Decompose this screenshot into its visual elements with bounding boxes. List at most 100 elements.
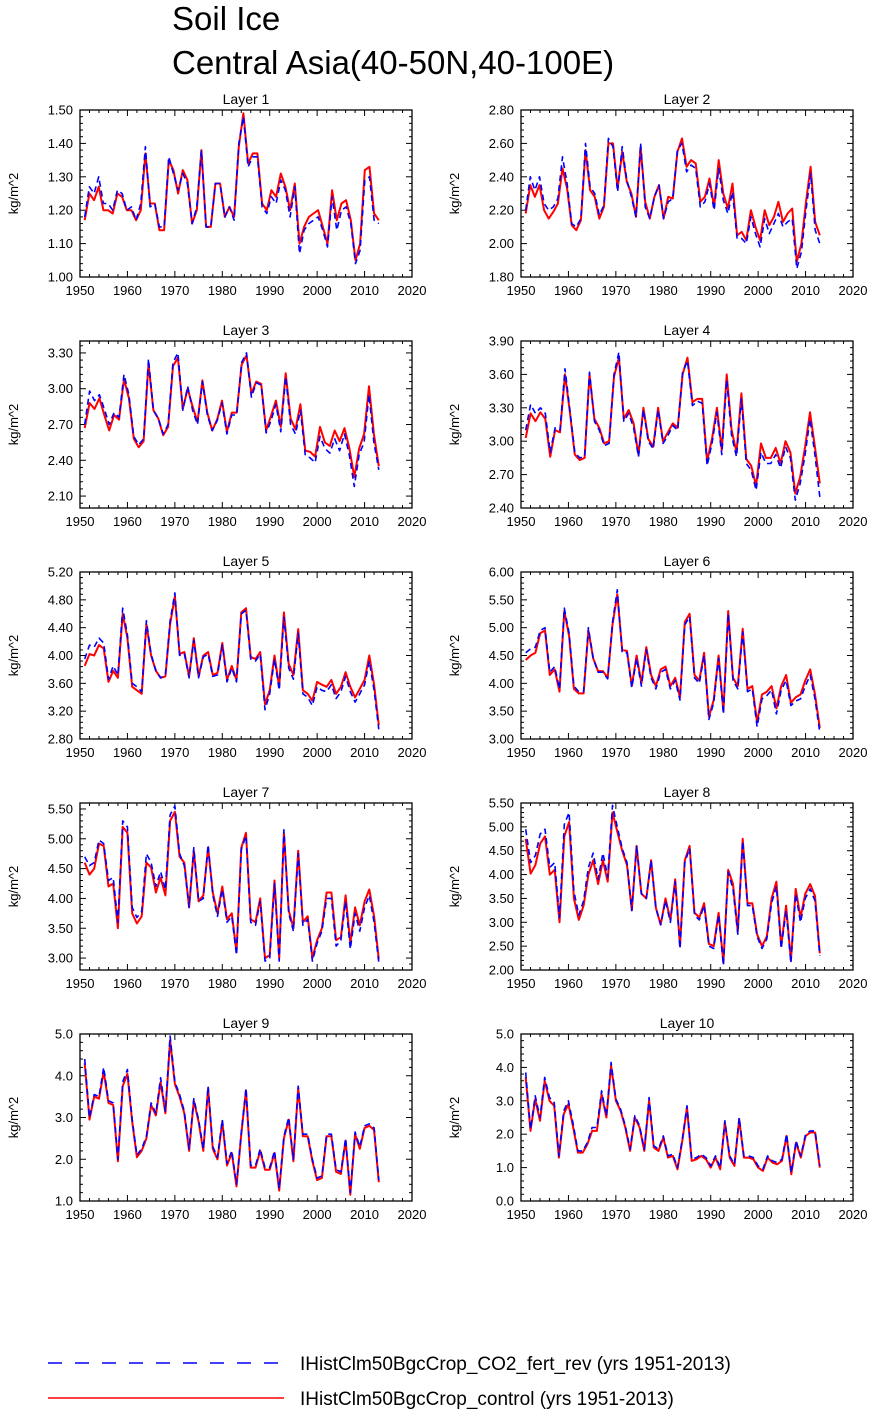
x-tick-label: 1970	[160, 745, 189, 760]
x-tick-label: 1990	[255, 1207, 284, 1222]
x-tick-label: 2000	[744, 745, 773, 760]
x-tick-label: 2010	[350, 745, 379, 760]
y-tick-label: 3.50	[489, 891, 514, 906]
y-tick-label: 5.0	[55, 1027, 73, 1042]
x-tick-label: 1980	[208, 976, 237, 991]
y-tick-label: 4.40	[48, 620, 73, 635]
y-axis-label: kg/m^2	[6, 1097, 21, 1139]
y-tick-label: 5.20	[48, 565, 73, 580]
y-tick-label: 1.30	[48, 169, 73, 184]
y-tick-label: 3.90	[489, 334, 514, 349]
x-tick-label: 1980	[649, 1207, 678, 1222]
figure-title-line1: Soil Ice	[172, 0, 280, 37]
plot-frame	[520, 109, 854, 278]
x-tick-label: 1970	[160, 514, 189, 529]
series-line-co2-fert-rev	[83, 805, 380, 963]
y-tick-label: 3.60	[48, 676, 73, 691]
series-line-co2-fert-rev	[83, 1035, 380, 1194]
y-tick-label: 2.00	[489, 963, 514, 978]
x-tick-label: 2020	[839, 976, 868, 991]
panel-title: Layer 4	[664, 322, 711, 338]
x-tick-label: 1980	[649, 514, 678, 529]
x-tick-label: 2000	[303, 283, 332, 298]
x-tick-label: 1970	[601, 1207, 630, 1222]
x-tick-label: 1990	[255, 514, 284, 529]
chart-panel-layer-8: Layer 8 kg/m^2 1950 1960 1970 1980 1990 2000 201…	[447, 784, 867, 991]
x-tick-label: 1980	[208, 1207, 237, 1222]
x-tick-label: 2000	[744, 283, 773, 298]
x-tick-label: 2000	[303, 514, 332, 529]
plot-frame	[79, 340, 413, 509]
y-tick-label: 3.00	[48, 951, 73, 966]
x-tick-label: 1950	[66, 283, 95, 298]
y-tick-label: 1.00	[48, 270, 73, 285]
y-tick-label: 2.10	[48, 489, 73, 504]
y-tick-label: 1.0	[55, 1194, 73, 1209]
y-tick-label: 1.20	[48, 203, 73, 218]
x-tick-label: 1960	[113, 976, 142, 991]
plot-frame	[520, 571, 854, 740]
plot-frame	[520, 1033, 854, 1202]
y-tick-label: 2.60	[489, 136, 514, 151]
x-tick-label: 2020	[398, 514, 427, 529]
chart-panel-layer-6: Layer 6 kg/m^2 1950 1960 1970 1980 1990 2000 201…	[447, 553, 867, 760]
y-axis-label: kg/m^2	[447, 173, 462, 215]
x-tick-label: 2020	[839, 283, 868, 298]
x-tick-label: 2010	[791, 745, 820, 760]
y-axis-label: kg/m^2	[447, 635, 462, 677]
x-tick-label: 1960	[554, 283, 583, 298]
x-tick-label: 1950	[507, 976, 536, 991]
legend-label-control: IHistClm50BgcCrop_control (yrs 1951-2013…	[300, 1389, 674, 1410]
chart-panel-layer-5: Layer 5 kg/m^2 1950 1960 1970 1980 1990 2000 201…	[6, 553, 426, 760]
x-tick-label: 1950	[507, 514, 536, 529]
x-tick-label: 1980	[208, 745, 237, 760]
x-tick-label: 1950	[507, 1207, 536, 1222]
series-line-control	[524, 1064, 821, 1176]
y-tick-label: 4.50	[489, 648, 514, 663]
y-tick-label: 4.80	[48, 592, 73, 607]
panel-title: Layer 3	[223, 322, 270, 338]
y-tick-label: 4.00	[48, 648, 73, 663]
y-tick-label: 3.50	[489, 704, 514, 719]
series-line-co2-fert-rev	[525, 588, 821, 733]
x-tick-label: 1960	[113, 745, 142, 760]
x-tick-label: 1980	[208, 283, 237, 298]
y-tick-label: 2.40	[489, 501, 514, 516]
plot-frame	[520, 802, 854, 971]
series-line-control	[525, 593, 821, 729]
y-tick-label: 2.0	[496, 1127, 514, 1142]
y-tick-label: 2.00	[489, 236, 514, 251]
x-tick-label: 1990	[696, 514, 725, 529]
x-tick-label: 2000	[303, 1207, 332, 1222]
series-line-co2-fert-rev	[524, 137, 821, 270]
y-tick-label: 4.0	[496, 1060, 514, 1075]
y-tick-label: 2.80	[48, 732, 73, 747]
x-tick-label: 1970	[601, 976, 630, 991]
y-tick-label: 4.00	[48, 891, 73, 906]
x-tick-label: 1960	[113, 514, 142, 529]
panel-title: Layer 9	[223, 1015, 270, 1031]
x-tick-label: 1950	[66, 976, 95, 991]
panel-title: Layer 5	[223, 553, 270, 569]
y-tick-label: 2.80	[489, 103, 514, 118]
x-tick-label: 2010	[791, 283, 820, 298]
y-tick-label: 3.50	[48, 921, 73, 936]
panel-title: Layer 6	[664, 553, 711, 569]
y-tick-label: 0.0	[496, 1194, 514, 1209]
x-tick-label: 1970	[160, 283, 189, 298]
y-axis-label: kg/m^2	[447, 404, 462, 446]
y-tick-label: 4.00	[489, 676, 514, 691]
series-line-control	[83, 595, 380, 726]
y-axis-label: kg/m^2	[6, 866, 21, 908]
x-tick-label: 2020	[839, 514, 868, 529]
x-tick-label: 2020	[398, 1207, 427, 1222]
series-line-control	[83, 810, 380, 960]
y-axis-label: kg/m^2	[6, 173, 21, 215]
panel-title: Layer 2	[664, 91, 711, 107]
y-tick-label: 3.0	[55, 1110, 73, 1125]
x-tick-label: 2020	[398, 976, 427, 991]
x-tick-label: 1970	[601, 745, 630, 760]
y-tick-label: 5.50	[489, 796, 514, 811]
y-tick-label: 5.00	[489, 819, 514, 834]
x-tick-label: 1970	[160, 976, 189, 991]
